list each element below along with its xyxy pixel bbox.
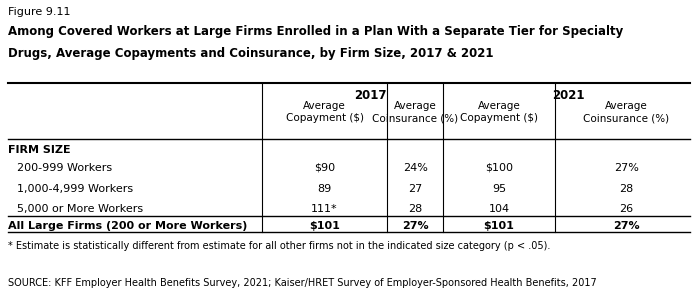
Text: $100: $100 [485,163,513,173]
Text: Average
Coinsurance (%): Average Coinsurance (%) [372,101,459,123]
Text: Figure 9.11: Figure 9.11 [8,7,71,17]
Text: 95: 95 [492,184,506,194]
Text: 27%: 27% [613,221,639,231]
Text: 1,000-4,999 Workers: 1,000-4,999 Workers [17,184,133,194]
Text: Among Covered Workers at Large Firms Enrolled in a Plan With a Separate Tier for: Among Covered Workers at Large Firms Enr… [8,25,623,38]
Text: 2021: 2021 [553,89,585,102]
Text: 5,000 or More Workers: 5,000 or More Workers [17,204,144,214]
Text: 89: 89 [318,184,332,194]
Text: 104: 104 [489,204,510,214]
Text: All Large Firms (200 or More Workers): All Large Firms (200 or More Workers) [8,221,248,231]
Text: 27%: 27% [614,163,639,173]
Text: Drugs, Average Copayments and Coinsurance, by Firm Size, 2017 & 2021: Drugs, Average Copayments and Coinsuranc… [8,47,494,60]
Text: 111*: 111* [311,204,338,214]
Text: FIRM SIZE: FIRM SIZE [8,145,71,155]
Text: 2017: 2017 [354,89,386,102]
Text: 27: 27 [408,184,422,194]
Text: Average
Copayment ($): Average Copayment ($) [285,101,364,123]
Text: 27%: 27% [402,221,429,231]
Text: Average
Coinsurance (%): Average Coinsurance (%) [583,101,669,123]
Text: 24%: 24% [403,163,428,173]
Text: 200-999 Workers: 200-999 Workers [17,163,112,173]
Text: Average
Copayment ($): Average Copayment ($) [460,101,538,123]
Text: 26: 26 [619,204,633,214]
Text: $90: $90 [314,163,335,173]
Text: SOURCE: KFF Employer Health Benefits Survey, 2021; Kaiser/HRET Survey of Employe: SOURCE: KFF Employer Health Benefits Sur… [8,278,597,288]
Text: 28: 28 [619,184,633,194]
Text: $101: $101 [309,221,340,231]
Text: $101: $101 [484,221,514,231]
Text: * Estimate is statistically different from estimate for all other firms not in t: * Estimate is statistically different fr… [8,241,551,251]
Text: 28: 28 [408,204,422,214]
